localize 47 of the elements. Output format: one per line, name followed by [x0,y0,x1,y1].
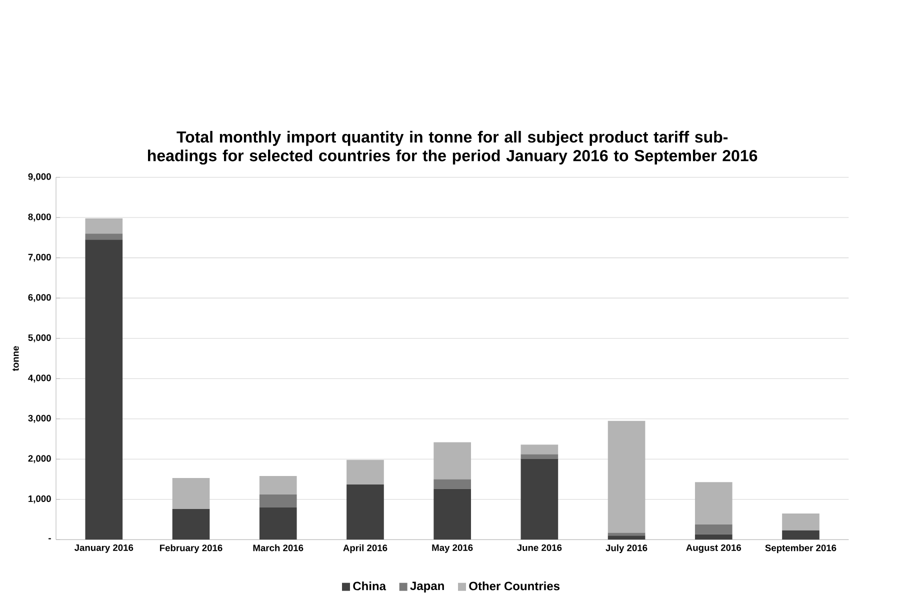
y-tick-label: 9,000 [28,173,51,182]
x-tick-label: June 2016 [517,544,562,551]
x-tick-label: September 2016 [765,544,836,554]
bar [782,513,820,530]
y-tick-label: 6,000 [28,294,51,302]
legend-label: Japan [410,582,444,592]
bar [85,240,123,540]
bar [346,460,384,484]
bar [608,420,646,533]
x-tick-label: January 2016 [74,544,134,553]
bar [520,454,558,459]
bar [172,478,210,510]
bar [259,494,297,508]
bar [259,507,297,540]
y-axis-title: tonne [12,346,19,372]
legend-label: China [353,581,386,590]
y-tick-label: 4,000 [28,374,51,383]
x-tick-label: May 2016 [432,544,473,553]
bar [346,484,384,540]
y-tick-label: 8,000 [28,214,51,222]
bar [694,482,732,524]
y-tick-label: 7,000 [28,254,51,262]
bar [520,444,558,454]
x-tick-label: August 2016 [686,544,742,553]
bar [694,534,732,540]
y-tick-label: 3,000 [28,414,51,423]
bar [434,442,471,480]
bar [172,509,210,540]
y-tick-label: 2,000 [28,455,51,464]
x-tick-label: March 2016 [253,544,304,552]
x-tick-label: July 2016 [606,544,648,554]
y-tick-label: 5,000 [28,334,51,342]
bar [434,479,471,489]
legend-label: Other Countries [469,581,560,590]
bar [782,530,820,540]
bar [259,476,297,495]
y-tick-label: - [48,538,51,540]
bar [608,536,646,540]
chart-title: Total monthly import quantity in tonne for all subject product tariff sub-headings for selected countries for the period January 2016 to September 2016 [148,130,758,165]
bar [85,234,123,240]
bar [694,524,732,534]
bar [434,488,471,540]
bar [520,458,558,540]
y-tick-label: 1,000 [28,495,51,504]
x-tick-label: February 2016 [160,544,222,554]
bar [85,218,123,234]
x-tick-label: April 2016 [343,544,388,554]
